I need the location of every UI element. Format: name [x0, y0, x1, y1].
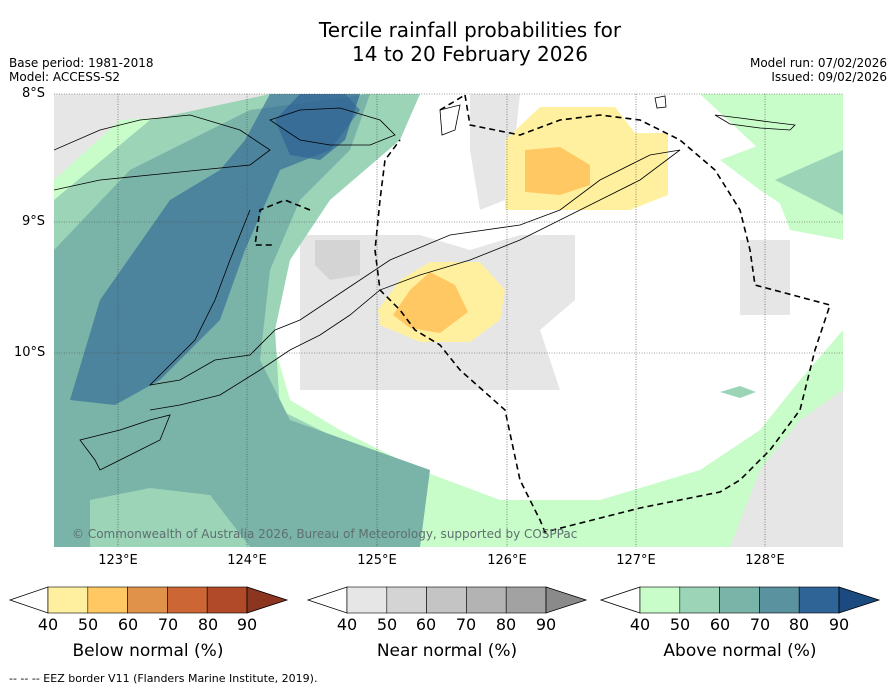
colorbar-below [8, 586, 289, 614]
above-70-region [70, 94, 360, 405]
colorbar-below-tick-60: 60 [117, 615, 139, 634]
map-field [54, 94, 843, 547]
colorbar-below-tick-80: 80 [197, 615, 219, 634]
colorbar-below-segment-50 [87, 586, 128, 614]
copyright-notice: © Commonwealth of Australia 2026, Bureau… [72, 527, 578, 541]
colorbar-near-min-triangle [306, 586, 348, 614]
colorbar-near-tick-80: 80 [495, 615, 517, 634]
lon-label-128e: 128°E [745, 553, 785, 568]
lat-label-9s: 9°S [22, 214, 46, 229]
colorbar-below-tick-50: 50 [77, 615, 99, 634]
colorbar-below-segment-70 [167, 586, 208, 614]
colorbar-near-segment-70 [466, 586, 507, 614]
above-50-region-northeast [775, 150, 843, 215]
lon-label-125e: 125°E [357, 553, 397, 568]
model-run: Model run: 07/02/2026 [749, 56, 887, 70]
colorbar-near-segment-40 [346, 586, 388, 614]
colorbar-above-tick-50: 50 [669, 615, 691, 634]
colorbar-near-segment-50 [386, 586, 427, 614]
lon-label-127e: 127°E [616, 553, 656, 568]
near-40-region-southeast [730, 390, 843, 547]
meta-left: Base period: 1981-2018 Model: ACCESS-S2 [9, 56, 154, 84]
coastline-wetar [269, 107, 396, 146]
colorbar-near-tick-50: 50 [376, 615, 398, 634]
above-60-region [54, 94, 430, 547]
colorbar-near-title: Near normal (%) [376, 641, 518, 661]
colorbar-near-max-triangle [545, 586, 588, 614]
below-50-region-center [393, 272, 468, 333]
colorbar-above-min-triangle [599, 586, 641, 614]
colorbar-above-segment-80 [798, 586, 840, 614]
colorbar-above [599, 586, 881, 614]
near-50-region [315, 240, 360, 280]
lat-label-8s: 8°S [22, 86, 46, 101]
below-50-region-north [525, 147, 590, 195]
colorbar-above-tick-60: 60 [709, 615, 731, 634]
colorbar-below-segment-40 [47, 586, 89, 614]
colorbar-below-min-triangle [8, 586, 49, 614]
colorbar-near-tick-40: 40 [336, 615, 358, 634]
colorbar-above-tick-70: 70 [749, 615, 771, 634]
colorbar-above-segment-60 [719, 586, 760, 614]
colorbar-above-tick-80: 80 [788, 615, 810, 634]
coastline-timor-north [54, 114, 271, 191]
colorbar-near-segment-60 [426, 586, 467, 614]
map-title: Tercile rainfall probabilities for 14 to… [0, 18, 896, 66]
eez-border [254, 94, 832, 533]
colorbar-near-tick-90: 90 [535, 615, 557, 634]
lon-label-124e: 124°E [227, 553, 267, 568]
coastline-rote [79, 414, 171, 471]
colorbar-below-segment-60 [127, 586, 168, 614]
colorbar-above-segment-70 [759, 586, 800, 614]
lon-label-123e: 123°E [98, 553, 138, 568]
above-50-region-small [720, 386, 756, 398]
lat-label-10s: 10°S [14, 345, 46, 360]
coastline-island-north [439, 104, 461, 136]
above-80-region [275, 94, 360, 160]
colorbar-above-tick-40: 40 [629, 615, 651, 634]
colorbar-below-tick-70: 70 [157, 615, 179, 634]
colorbar-near [306, 586, 588, 614]
meta-right: Model run: 07/02/2026 Issued: 09/02/2026 [750, 56, 887, 84]
lon-label-126e: 126°E [487, 553, 527, 568]
colorbar-below-title: Below normal (%) [72, 641, 224, 661]
colorbar-above-title: Above normal (%) [663, 641, 817, 661]
colorbar-near-segment-80 [505, 586, 547, 614]
colorbar-near-tick-60: 60 [415, 615, 437, 634]
colorbar-above-segment-40 [639, 586, 681, 614]
near-40-region-northwest [54, 94, 300, 180]
colorbar-above-segment-50 [679, 586, 720, 614]
coastline-timor [148, 149, 681, 411]
title-line-2: 14 to 20 February 2026 [352, 42, 588, 66]
colorbar-below-segment-80 [206, 586, 248, 614]
colorbars [8, 586, 881, 614]
coastline-island-east [714, 114, 796, 131]
issued-date: Issued: 09/02/2026 [771, 70, 887, 84]
colorbar-above-tick-90: 90 [828, 615, 850, 634]
model-name: Model: ACCESS-S2 [9, 70, 121, 84]
above-50-region-south [90, 488, 250, 547]
colorbar-below-tick-40: 40 [37, 615, 59, 634]
colorbar-near-tick-70: 70 [455, 615, 477, 634]
coastline-islet [654, 95, 667, 109]
colorbar-below-max-triangle [246, 586, 289, 614]
base-period: Base period: 1981-2018 [9, 56, 154, 70]
title-line-1: Tercile rainfall probabilities for [318, 18, 622, 42]
graticule [54, 93, 843, 547]
colorbar-above-max-triangle [838, 586, 881, 614]
colorbar-below-tick-90: 90 [236, 615, 258, 634]
eez-footnote: -- -- -- EEZ border V11 (Flanders Marine… [9, 672, 318, 685]
